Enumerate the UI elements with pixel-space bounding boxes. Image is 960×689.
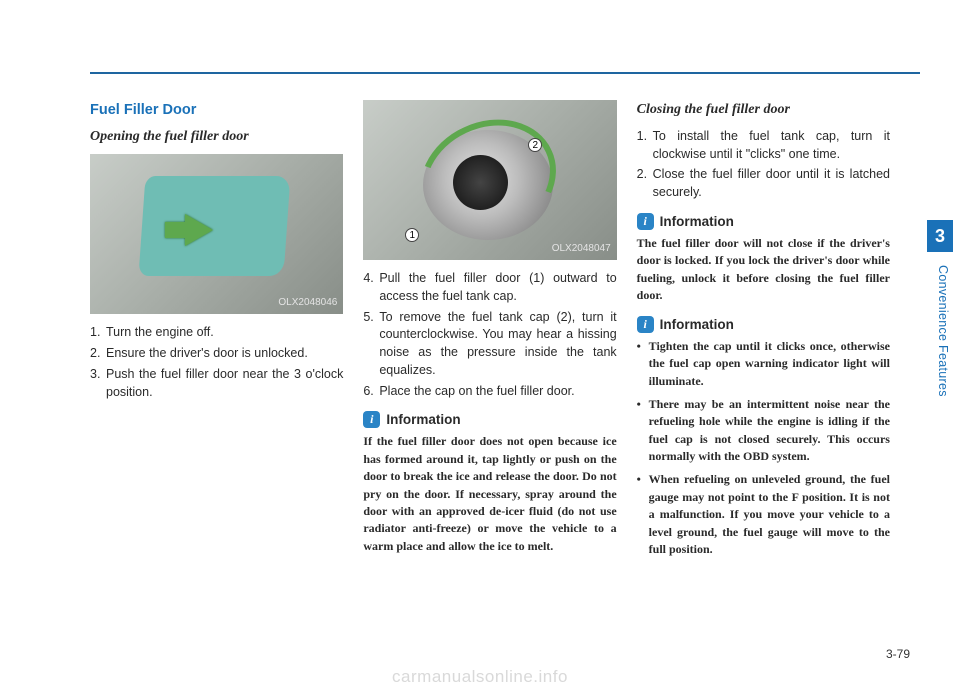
column-3: Closing the fuel filler door 1.To instal… xyxy=(637,100,890,640)
chapter-tab: 3 xyxy=(927,220,953,252)
info-heading-cap: i Information xyxy=(637,315,890,334)
watermark: carmanualsonline.info xyxy=(392,667,568,687)
list-item: 5.To remove the fuel tank cap (2), turn … xyxy=(363,309,616,380)
opening-steps-continued: 4.Pull the fuel filler door (1) outward … xyxy=(363,270,616,400)
info-icon: i xyxy=(363,411,380,428)
info-label: Information xyxy=(660,315,734,334)
list-item: •There may be an intermittent noise near… xyxy=(637,396,890,466)
info-label: Information xyxy=(386,410,460,429)
closing-steps: 1.To install the fuel tank cap, turn it … xyxy=(637,128,890,202)
info-heading-ice: i Information xyxy=(363,410,616,429)
info-body-lock: The fuel filler door will not close if t… xyxy=(637,235,890,305)
info-bullets-cap: •Tighten the cap until it clicks once, o… xyxy=(637,338,890,559)
closing-subheading: Closing the fuel filler door xyxy=(637,100,890,120)
image-code-1: OLX2048046 xyxy=(278,296,337,310)
list-item: •Tighten the cap until it clicks once, o… xyxy=(637,338,890,390)
opening-subheading: Opening the fuel filler door xyxy=(90,127,343,147)
image-code-2: OLX2048047 xyxy=(552,242,611,256)
page-content: Fuel Filler Door Opening the fuel filler… xyxy=(90,100,890,640)
callout-1: 1 xyxy=(405,228,419,242)
column-2: 1 2 OLX2048047 4.Pull the fuel filler do… xyxy=(363,100,616,640)
opening-steps: 1.Turn the engine off. 2.Ensure the driv… xyxy=(90,324,343,401)
info-icon: i xyxy=(637,213,654,230)
list-item: 1.Turn the engine off. xyxy=(90,324,343,342)
info-heading-lock: i Information xyxy=(637,212,890,231)
fuel-door-opening-image: OLX2048046 xyxy=(90,154,343,314)
section-title: Fuel Filler Door xyxy=(90,100,343,121)
list-item: 2.Ensure the driver's door is unlocked. xyxy=(90,345,343,363)
info-body-ice: If the fuel filler door does not open be… xyxy=(363,433,616,555)
top-rule xyxy=(90,72,920,74)
list-item: 4.Pull the fuel filler door (1) outward … xyxy=(363,270,616,306)
list-item: 2.Close the fuel filler door until it is… xyxy=(637,166,890,202)
list-item: 3.Push the fuel filler door near the 3 o… xyxy=(90,366,343,402)
push-arrow-icon xyxy=(185,214,213,246)
list-item: •When refueling on unleveled ground, the… xyxy=(637,471,890,558)
info-label: Information xyxy=(660,212,734,231)
rotate-arrow-icon xyxy=(401,100,576,260)
list-item: 6.Place the cap on the fuel filler door. xyxy=(363,383,616,401)
column-1: Fuel Filler Door Opening the fuel filler… xyxy=(90,100,343,640)
list-item: 1.To install the fuel tank cap, turn it … xyxy=(637,128,890,164)
page-number: 3-79 xyxy=(886,647,910,661)
fuel-cap-image: 1 2 OLX2048047 xyxy=(363,100,616,260)
info-icon: i xyxy=(637,316,654,333)
chapter-label: Convenience Features xyxy=(930,265,950,465)
